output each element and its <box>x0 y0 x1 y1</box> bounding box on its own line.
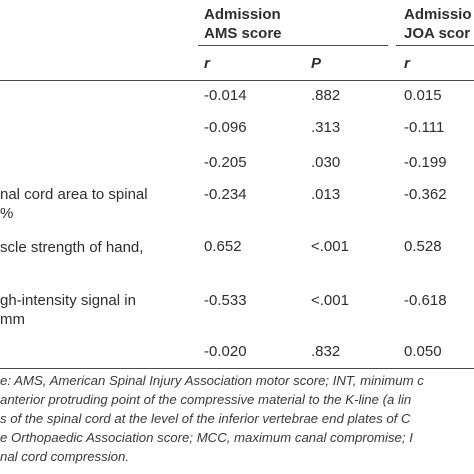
row-7-ams-r: -0.020 <box>204 343 247 360</box>
row-4-label: nal cord area to spinal % <box>0 185 148 223</box>
row-1-ams-r: -0.014 <box>204 87 247 104</box>
row-4-label-line-1: nal cord area to spinal <box>0 186 148 203</box>
ams-p-header: P <box>311 55 322 72</box>
row-3-joa-r: -0.199 <box>404 154 447 171</box>
row-5-ams-p: <.001 <box>311 238 349 255</box>
table-bottom-rule <box>0 368 474 369</box>
row-4-label-line-2: % <box>0 205 14 222</box>
ams-score-header: Admission AMS score <box>204 5 282 43</box>
joa-score-header: Admissio JOA scor <box>404 5 472 43</box>
footnote-line-3: s of the spinal cord at the level of the… <box>0 411 411 426</box>
row-6-ams-p: <.001 <box>311 292 349 309</box>
footnote-line-4: e Orthopaedic Association score; MCC, ma… <box>0 430 413 445</box>
row-3-ams-r: -0.205 <box>204 154 247 171</box>
joa-group-rule <box>396 45 474 46</box>
joa-header-line-2: JOA scor <box>404 25 471 42</box>
footnote-line-2: anterior protruding point of the compres… <box>0 392 412 407</box>
row-2-ams-p: .313 <box>311 119 341 136</box>
joa-r-header: r <box>404 55 410 72</box>
row-4-ams-p: .013 <box>311 186 341 203</box>
joa-header-line-1: Admissio <box>404 6 472 23</box>
ams-group-rule <box>198 45 388 46</box>
ams-header-line-1: Admission <box>204 6 281 23</box>
row-4-joa-r: -0.362 <box>404 186 447 203</box>
row-5-joa-r: 0.528 <box>404 238 442 255</box>
row-7-ams-p: .832 <box>311 343 341 360</box>
row-4-ams-r: -0.234 <box>204 186 247 203</box>
row-7-joa-r: 0.050 <box>404 343 442 360</box>
row-5-ams-r: 0.652 <box>204 238 242 255</box>
row-2-joa-r: -0.111 <box>404 119 445 136</box>
row-6-label-line-2: mm <box>0 311 25 328</box>
row-1-ams-p: .882 <box>311 87 341 104</box>
row-1-joa-r: 0.015 <box>404 87 442 104</box>
subheader-rule <box>0 80 474 81</box>
row-6-ams-r: -0.533 <box>204 292 247 309</box>
row-6-label: gh-intensity signal in mm <box>0 291 136 329</box>
row-6-label-line-1: gh-intensity signal in <box>0 292 136 309</box>
ams-r-header: r <box>204 55 210 72</box>
row-3-ams-p: .030 <box>311 154 341 171</box>
row-5-label: scle strength of hand, <box>0 238 143 257</box>
footnote-line-1: e: AMS, American Spinal Injury Associati… <box>0 373 424 388</box>
row-6-joa-r: -0.618 <box>404 292 447 309</box>
footnote-line-5: nal cord compression. <box>0 449 130 464</box>
row-2-ams-r: -0.096 <box>204 119 247 136</box>
row-5-label-line-1: scle strength of hand, <box>0 239 144 256</box>
ams-header-line-2: AMS score <box>204 25 282 42</box>
